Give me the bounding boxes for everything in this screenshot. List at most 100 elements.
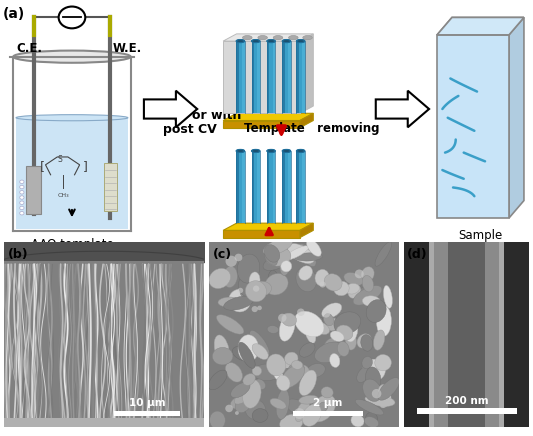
Ellipse shape bbox=[281, 364, 304, 388]
Ellipse shape bbox=[361, 335, 373, 351]
Polygon shape bbox=[300, 34, 313, 113]
Ellipse shape bbox=[16, 115, 128, 121]
Polygon shape bbox=[223, 41, 300, 113]
Ellipse shape bbox=[299, 370, 317, 395]
Ellipse shape bbox=[376, 306, 391, 336]
Circle shape bbox=[225, 405, 233, 412]
Ellipse shape bbox=[237, 254, 260, 283]
Polygon shape bbox=[223, 120, 300, 128]
Ellipse shape bbox=[280, 255, 290, 276]
Bar bbox=[252, 41, 260, 113]
Ellipse shape bbox=[366, 412, 377, 424]
Ellipse shape bbox=[209, 411, 225, 429]
Bar bbox=[282, 151, 290, 223]
Ellipse shape bbox=[348, 284, 361, 298]
Circle shape bbox=[59, 7, 85, 28]
Ellipse shape bbox=[214, 335, 229, 363]
Ellipse shape bbox=[252, 40, 260, 43]
Ellipse shape bbox=[302, 404, 321, 426]
Ellipse shape bbox=[285, 352, 298, 365]
Ellipse shape bbox=[378, 389, 391, 408]
Ellipse shape bbox=[298, 244, 316, 266]
Ellipse shape bbox=[258, 36, 268, 40]
Ellipse shape bbox=[345, 334, 357, 350]
Bar bbox=[236, 41, 239, 113]
Ellipse shape bbox=[334, 281, 349, 296]
Ellipse shape bbox=[282, 150, 290, 153]
Circle shape bbox=[372, 389, 382, 399]
Ellipse shape bbox=[277, 375, 290, 391]
Text: C.E.: C.E. bbox=[16, 42, 42, 55]
Ellipse shape bbox=[362, 379, 382, 402]
Ellipse shape bbox=[345, 283, 360, 294]
Ellipse shape bbox=[366, 300, 386, 323]
Ellipse shape bbox=[330, 354, 340, 368]
Ellipse shape bbox=[364, 417, 378, 428]
Ellipse shape bbox=[357, 334, 372, 348]
Ellipse shape bbox=[306, 317, 322, 330]
Ellipse shape bbox=[336, 325, 353, 340]
Ellipse shape bbox=[286, 399, 314, 419]
Polygon shape bbox=[300, 223, 313, 238]
Ellipse shape bbox=[265, 252, 277, 266]
Bar bbox=[429, 242, 434, 427]
Polygon shape bbox=[437, 17, 524, 35]
Text: (b): (b) bbox=[9, 248, 29, 261]
Circle shape bbox=[20, 185, 24, 189]
Bar bbox=[282, 151, 285, 223]
Ellipse shape bbox=[243, 36, 252, 40]
Text: (c): (c) bbox=[213, 248, 232, 261]
Ellipse shape bbox=[361, 267, 374, 282]
Ellipse shape bbox=[281, 261, 292, 272]
Circle shape bbox=[257, 306, 262, 310]
Bar bbox=[288, 151, 290, 223]
Ellipse shape bbox=[218, 297, 240, 307]
Bar bbox=[296, 151, 305, 223]
Bar bbox=[26, 166, 41, 214]
Ellipse shape bbox=[362, 276, 374, 292]
Ellipse shape bbox=[292, 361, 303, 369]
Circle shape bbox=[322, 310, 330, 317]
Ellipse shape bbox=[313, 322, 329, 334]
Ellipse shape bbox=[378, 384, 391, 396]
Ellipse shape bbox=[231, 382, 250, 398]
Bar bbox=[242, 151, 245, 223]
Ellipse shape bbox=[209, 269, 230, 289]
Ellipse shape bbox=[378, 378, 399, 400]
Ellipse shape bbox=[296, 267, 317, 292]
Bar bbox=[267, 151, 269, 223]
Bar bbox=[236, 151, 245, 223]
Ellipse shape bbox=[268, 270, 279, 293]
Bar bbox=[293, 411, 363, 416]
Bar bbox=[252, 151, 260, 223]
Circle shape bbox=[355, 269, 364, 278]
Polygon shape bbox=[16, 118, 128, 229]
Ellipse shape bbox=[229, 289, 251, 312]
Ellipse shape bbox=[276, 389, 289, 419]
Circle shape bbox=[297, 309, 305, 316]
Bar bbox=[448, 242, 486, 427]
Ellipse shape bbox=[375, 242, 392, 266]
Ellipse shape bbox=[249, 330, 270, 357]
Text: CH₃: CH₃ bbox=[58, 193, 69, 198]
Bar bbox=[302, 41, 305, 113]
Ellipse shape bbox=[236, 40, 245, 43]
Ellipse shape bbox=[249, 272, 260, 289]
Ellipse shape bbox=[284, 246, 309, 260]
Ellipse shape bbox=[232, 346, 255, 361]
Ellipse shape bbox=[243, 374, 255, 385]
Ellipse shape bbox=[240, 278, 262, 299]
Bar bbox=[273, 41, 276, 113]
Ellipse shape bbox=[305, 324, 316, 343]
Ellipse shape bbox=[252, 409, 268, 422]
Bar bbox=[236, 151, 239, 223]
Bar bbox=[282, 41, 290, 113]
Polygon shape bbox=[437, 17, 524, 35]
Ellipse shape bbox=[238, 335, 259, 362]
Ellipse shape bbox=[266, 354, 286, 376]
Bar bbox=[104, 164, 117, 211]
Text: AAO template: AAO template bbox=[30, 238, 114, 251]
Ellipse shape bbox=[345, 320, 358, 342]
Polygon shape bbox=[223, 223, 313, 230]
Ellipse shape bbox=[245, 399, 265, 419]
